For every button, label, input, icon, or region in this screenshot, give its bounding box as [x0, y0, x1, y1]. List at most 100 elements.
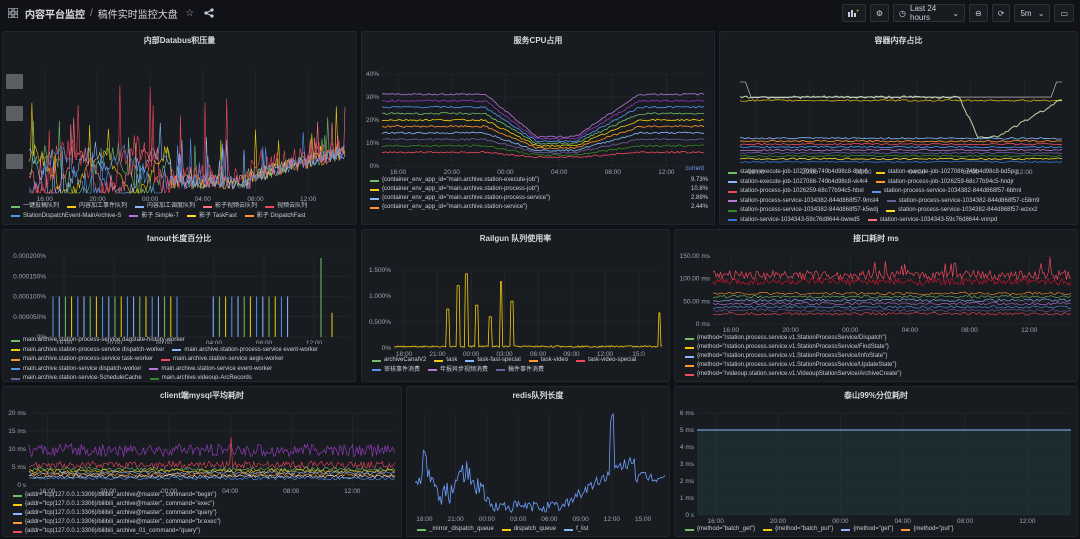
panel-title[interactable]: 泰山99%分位耗时 [843, 391, 908, 400]
legend-item[interactable]: {method="get"} [841, 525, 893, 534]
legend-row[interactable]: {container_env_app_id="main.archive.stat… [370, 194, 708, 203]
legend-row[interactable]: {container_env_app_id="main.archive.stat… [370, 176, 708, 185]
legend-item[interactable]: {addr="tcp(127.0.0.1:3306)/bilibili_arch… [13, 491, 399, 500]
legend-item[interactable]: {addr="tcp(127.0.0.1:3306)/bilibili_arch… [13, 518, 399, 527]
refresh-interval-picker[interactable]: 5m ⌄ [1014, 4, 1051, 22]
legend-item[interactable]: station-process-service-1034382-844d868f… [728, 206, 878, 215]
time-picker-button[interactable]: ◷ Last 24 hours ⌄ [893, 4, 966, 22]
legend-item[interactable]: {method="put"} [901, 525, 954, 534]
legend-item[interactable]: station-process-service-1034382-844d868f… [886, 197, 1040, 206]
legend-item[interactable]: {addr="tcp(127.0.0.1:3306)/bilibili_arch… [13, 527, 399, 536]
share-icon[interactable] [202, 6, 216, 20]
legend-item[interactable]: station-process-job-1026259-68c77b94c5-h… [728, 187, 864, 196]
legend-row[interactable]: {container_env_app_id="main.archive.stat… [370, 185, 708, 194]
legend-item[interactable]: StationDispatchEvent-MainArchive-S [11, 212, 121, 221]
legend-item[interactable]: main.archive.station-process-service dis… [11, 346, 164, 355]
panel-title[interactable]: Railgun 队列使用率 [479, 234, 552, 243]
panel-mysql-latency[interactable]: client端mysql平均耗时 20 ms 15 ms 10 ms 5 ms 0 s 1… [2, 386, 402, 537]
legend-item[interactable]: {method="/station.process.service.v1.Sta… [685, 352, 1075, 361]
graph-area[interactable]: 6 ms 5 ms 4 ms 3 ms 2 ms 1 ms 0 s 16:00 20:00 00:… [675, 401, 1075, 525]
legend-item[interactable]: _mirror_dispatch_queue [417, 525, 494, 534]
legend-item[interactable]: station-service-1034343-59c76d8644-vnnpd [867, 216, 997, 225]
refresh-button[interactable]: ⟳ [991, 4, 1011, 22]
legend-item[interactable]: station-execute-job-1027086-749b4d98c8-8… [728, 168, 868, 177]
panel-title[interactable]: client端mysql平均耗时 [159, 391, 244, 400]
settings-button[interactable]: ⚙ [869, 4, 890, 22]
legend-item[interactable]: 一键投稿队列 [11, 202, 59, 211]
graph-area[interactable]: 16:00 20:00 00:00 04:00 08:00 12:00 [23, 48, 351, 208]
graph-area[interactable]: 18:00 21:00 00:00 03:00 06:00 09:00 12:00 15:00 [407, 401, 669, 525]
legend-item[interactable]: main.archive.station-process-service dag… [11, 336, 185, 345]
legend-item[interactable]: 年报异步视频消费 [428, 366, 488, 375]
legend-item[interactable]: 影子 Simple-T [129, 212, 179, 221]
legend-item[interactable]: station-execute-job-1027086-749b4d98c8-v… [728, 178, 868, 187]
legend-current-header[interactable]: current [685, 166, 704, 172]
legend-item[interactable]: task-video [528, 356, 568, 365]
legend-item[interactable]: main.archive.station-service aegis-worke… [161, 355, 283, 364]
graph-area[interactable]: 40% 30% 20% 10% 0% 16:00 20:00 00:00 04:00 08:00 1… [362, 48, 712, 198]
legend-item[interactable]: {method="/videoup.station.service.v1.Vid… [685, 370, 1075, 379]
legend-item[interactable]: 稿件事件消费 [496, 366, 544, 375]
legend-item[interactable]: {method="/station.process.service.v1.Sta… [685, 334, 1075, 343]
legend-item[interactable]: archiveCanalV2 [372, 356, 426, 365]
legend-item[interactable]: main.archive.station-service event-worke… [149, 365, 272, 374]
panel-title[interactable]: 接口耗时 ms [853, 234, 899, 243]
legend-item[interactable]: main.archive.videoup-ArcRecords [149, 374, 252, 380]
panel-railgun-queue[interactable]: Railgun 队列使用率 1.500% 1.000% 0.500% 0% 18:00 2… [361, 229, 670, 382]
panel-title[interactable]: fanout长度百分比 [146, 234, 212, 243]
graph-area[interactable]: 0.000200% 0.000150% 0.000100% 0.000050% 0% 16… [3, 244, 353, 344]
legend-item[interactable]: main.archive.station-process-service eve… [172, 346, 318, 355]
graph-area[interactable]: 16:00 20:00 00:00 04:00 08:00 12:00 [732, 48, 1076, 198]
tv-mode-button[interactable]: ▭ [1054, 4, 1074, 22]
legend-item[interactable]: station-process-service-1034382-844d868f… [871, 187, 1021, 196]
legend-item[interactable]: {method="/station.process.service.v1.Sta… [685, 361, 1075, 370]
legend-item[interactable]: {addr="tcp(127.0.0.1:3306)/bilibili_arch… [13, 500, 399, 509]
panel-fanout[interactable]: fanout长度百分比 0.000200% 0.000150% 0.000100% 0… [2, 229, 356, 382]
panel-title[interactable]: 内部Databus积压量 [143, 36, 216, 45]
legend-item[interactable]: main.archive.station-service-ScheduleCac… [11, 374, 142, 380]
legend-item[interactable]: {addr="tcp(127.0.0.1:3306)/bilibili_arch… [13, 509, 399, 518]
legend-item[interactable]: f_list [564, 525, 588, 534]
graph-area[interactable]: 20 ms 15 ms 10 ms 5 ms 0 s 16:00 20:00 00:00 04:… [3, 401, 399, 493]
apps-grid-icon[interactable] [6, 6, 20, 20]
graph-area[interactable]: 1.500% 1.000% 0.500% 0% 18:00 21:00 00:00 03:00… [362, 244, 668, 356]
panel-databus-backlog[interactable]: 内部Databus积压量 16:00 20:00 00:00 04:00 08:00 12… [2, 31, 357, 225]
legend-item[interactable]: task-video-special [576, 356, 636, 365]
legend-item[interactable]: main.archive.station-service dispatch-wo… [11, 365, 141, 374]
legend-item[interactable]: dispatch_queue [501, 525, 556, 534]
legend-item[interactable]: 内容加工事件队列 [67, 202, 127, 211]
legend-item[interactable]: station-execute-job-1027086-749b4d98c8-b… [875, 168, 1018, 177]
legend-item[interactable]: 影子视频云队列 [203, 202, 257, 211]
legend-item[interactable]: station-process-service-1034382-844d868f… [728, 197, 879, 206]
legend-item[interactable]: 内容加工调度队列 [135, 202, 195, 211]
series-line [28, 102, 346, 194]
zoom-out-button[interactable]: ⊖ [969, 4, 988, 22]
panel-service-cpu[interactable]: 服务CPU占用 40% 30% 20% 10% 0% 16:00 20:00 00:00 04:… [361, 31, 715, 225]
panel-redis-queue[interactable]: redis队列长度 18:00 21:00 00:00 03:00 06:00 09:00… [406, 386, 670, 537]
legend-item[interactable]: station-service-1034343-59c76d8644-bwwd5 [728, 216, 860, 225]
panel-title[interactable]: redis队列长度 [512, 391, 564, 400]
legend-item[interactable]: 影子 DispatchFast [244, 212, 305, 221]
legend-item[interactable]: station-process-job-1026259-68c77b94c5-h… [875, 178, 1014, 187]
panel-title[interactable]: 容器内存占比 [874, 36, 923, 45]
legend-item[interactable]: task [434, 356, 457, 365]
legend-row[interactable]: {container_env_app_id="main.archive.stat… [370, 203, 708, 212]
legend-item[interactable]: task-fast-special [465, 356, 521, 365]
add-panel-button[interactable]: + [841, 4, 866, 22]
panel-container-memory[interactable]: 容器内存占比 16:00 20:00 00:00 04:00 08:00 12:00 st… [719, 31, 1078, 225]
legend-item[interactable]: 审核事件消费 [372, 366, 420, 375]
legend-item[interactable]: {method="batch_put"} [763, 525, 833, 534]
legend-item[interactable]: 影子 TaskFast [187, 212, 237, 221]
panel-title[interactable]: 服务CPU占用 [513, 36, 563, 45]
breadcrumb-folder[interactable]: 内容平台监控 [25, 9, 85, 21]
graph-area[interactable]: 150.00 ms 100.00 ms 50.00 ms 0 ms 16:00 20:00… [675, 244, 1075, 334]
legend-item[interactable]: 视频云队列 [265, 202, 307, 211]
dashboard-title[interactable]: 稿件实时监控大盘 [97, 9, 178, 21]
legend-item[interactable]: {method="/station.process.service.v1.Sta… [685, 343, 1075, 352]
legend-item[interactable]: station-process-service-1034382-844d868f… [886, 206, 1038, 215]
panel-api-latency[interactable]: 接口耗时 ms 150.00 ms 100.00 ms 50.00 ms 0 ms 16… [674, 229, 1078, 382]
star-icon[interactable]: ☆ [185, 7, 195, 19]
legend-item[interactable]: main.archive.station-process-service tas… [11, 355, 153, 364]
legend-item[interactable]: {method="batch_get"} [685, 525, 755, 534]
panel-taishan-p99[interactable]: 泰山99%分位耗时 6 ms 5 ms 4 ms 3 ms 2 ms 1 ms 0 s 16:… [674, 386, 1078, 537]
